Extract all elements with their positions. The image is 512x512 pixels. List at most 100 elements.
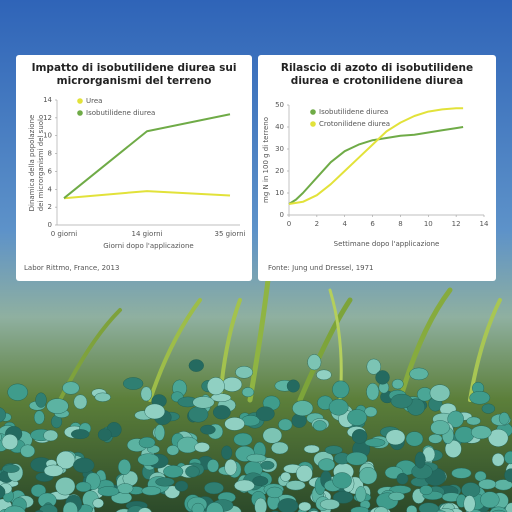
x-tick-label: 8 bbox=[398, 220, 402, 228]
line-series bbox=[63, 113, 231, 199]
granule bbox=[30, 484, 47, 498]
granule bbox=[396, 472, 409, 485]
granule bbox=[56, 450, 76, 470]
granule bbox=[141, 486, 162, 496]
granule bbox=[430, 420, 450, 435]
granule bbox=[463, 495, 476, 512]
granule bbox=[481, 403, 496, 414]
granule bbox=[332, 491, 354, 504]
granule bbox=[280, 471, 291, 482]
granule bbox=[7, 383, 28, 401]
granule bbox=[163, 465, 184, 478]
granule bbox=[140, 386, 152, 402]
granule bbox=[491, 453, 505, 467]
granule bbox=[2, 464, 20, 473]
granules bbox=[0, 354, 512, 512]
x-tick-label: 2 bbox=[315, 220, 319, 228]
granule bbox=[62, 501, 78, 512]
line-series bbox=[63, 190, 231, 200]
granule bbox=[137, 453, 160, 466]
granule bbox=[418, 502, 439, 512]
y-tick-label: 4 bbox=[48, 185, 53, 193]
granule bbox=[117, 459, 131, 475]
granule bbox=[0, 432, 2, 442]
granule bbox=[138, 436, 156, 449]
granule bbox=[194, 442, 210, 453]
granule bbox=[364, 406, 378, 418]
x-tick-label: 10 bbox=[424, 220, 433, 228]
granule bbox=[1, 434, 19, 450]
granule bbox=[255, 406, 275, 422]
granule bbox=[144, 403, 166, 420]
granule bbox=[260, 460, 275, 470]
granule bbox=[241, 387, 255, 398]
granule bbox=[429, 384, 451, 402]
x-tick-label: 12 bbox=[452, 220, 461, 228]
granule bbox=[33, 410, 45, 425]
chart-panel bbox=[16, 55, 252, 281]
granule bbox=[406, 505, 418, 512]
granule bbox=[207, 459, 219, 473]
granule bbox=[328, 398, 349, 416]
x-tick-label: 6 bbox=[370, 220, 375, 228]
granule bbox=[285, 480, 306, 491]
y-tick-label: 8 bbox=[48, 150, 52, 158]
granule bbox=[206, 502, 224, 512]
granule bbox=[3, 505, 26, 512]
granule bbox=[266, 486, 283, 499]
source: Fonte: Jung und Dressel, 1971 bbox=[268, 264, 374, 272]
x-tick-label: 14 giorni bbox=[132, 230, 163, 238]
granule bbox=[385, 429, 406, 446]
granule bbox=[246, 453, 267, 463]
granule bbox=[137, 507, 152, 512]
legend-marker bbox=[77, 110, 83, 116]
granule bbox=[444, 439, 462, 458]
granule bbox=[478, 479, 497, 490]
granule bbox=[204, 481, 224, 495]
granule bbox=[428, 433, 443, 444]
granule bbox=[388, 491, 405, 501]
granule bbox=[166, 445, 180, 456]
granule bbox=[324, 445, 343, 455]
granule bbox=[366, 358, 382, 375]
y-tick-label: 6 bbox=[48, 167, 53, 175]
granule bbox=[364, 438, 386, 447]
x-tick-label: 4 bbox=[342, 220, 347, 228]
granule bbox=[405, 431, 424, 447]
legend-marker bbox=[77, 98, 83, 104]
granule bbox=[296, 464, 313, 483]
y-tick-label: 2 bbox=[48, 203, 52, 211]
y-tick-label: 0 bbox=[280, 211, 284, 219]
granule bbox=[298, 501, 312, 512]
granule bbox=[46, 398, 69, 414]
granule bbox=[206, 377, 225, 396]
granule bbox=[278, 418, 293, 431]
y-tick-label: 14 bbox=[43, 96, 52, 104]
granule bbox=[345, 451, 368, 466]
granule bbox=[97, 428, 112, 441]
granule bbox=[221, 445, 233, 460]
granule bbox=[73, 394, 88, 410]
granule bbox=[466, 416, 481, 426]
granule bbox=[277, 498, 299, 512]
y-tick-label: 20 bbox=[275, 167, 284, 175]
granule bbox=[35, 392, 47, 408]
granule bbox=[488, 428, 509, 447]
granule bbox=[235, 365, 253, 379]
granule bbox=[234, 479, 255, 492]
granule bbox=[55, 477, 76, 496]
granule bbox=[292, 400, 314, 417]
granule bbox=[375, 370, 390, 385]
granule bbox=[332, 472, 352, 489]
granule bbox=[75, 481, 92, 493]
granule bbox=[366, 382, 380, 401]
granule bbox=[359, 467, 378, 485]
granule bbox=[254, 497, 267, 512]
granule bbox=[252, 476, 269, 487]
granule bbox=[185, 465, 200, 478]
granule bbox=[390, 393, 413, 409]
x-tick-label: 0 bbox=[287, 220, 291, 228]
granule bbox=[471, 425, 492, 440]
